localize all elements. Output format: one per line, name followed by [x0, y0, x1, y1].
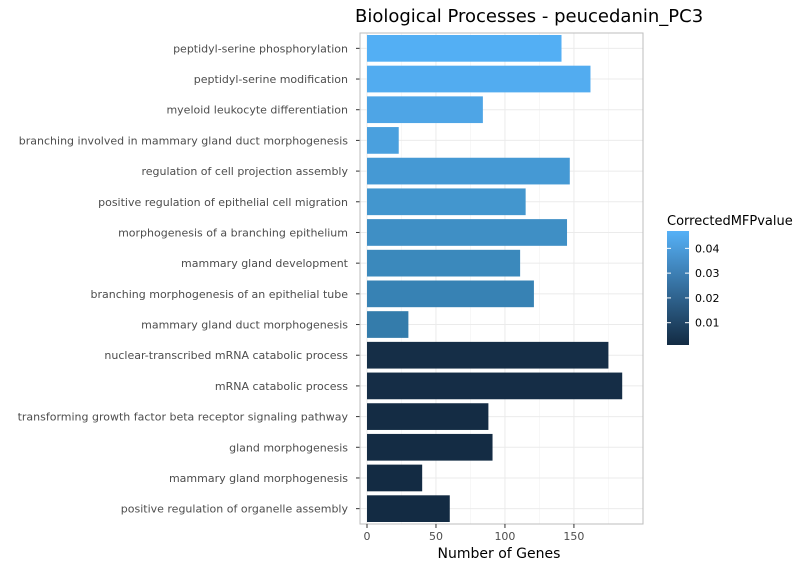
category-label: peptidyl-serine phosphorylation [173, 42, 348, 55]
category-label: mRNA catabolic process [215, 380, 348, 393]
category-label: mammary gland morphogenesis [169, 472, 348, 485]
category-label: nuclear-transcribed mRNA catabolic proce… [104, 349, 348, 362]
category-label: branching morphogenesis of an epithelial… [90, 288, 348, 301]
bar [367, 341, 609, 369]
x-tick-label: 50 [429, 530, 443, 543]
bar [367, 495, 450, 523]
category-label: regulation of cell projection assembly [141, 165, 348, 178]
bar [367, 311, 409, 338]
panel-border [359, 32, 644, 525]
legend-tick-label: 0.03 [695, 267, 720, 280]
bar [367, 464, 423, 492]
bar [367, 433, 493, 461]
x-tick-label: 0 [364, 530, 371, 543]
bar [367, 34, 562, 62]
x-axis-title: Number of Genes [438, 546, 561, 562]
legend-tick-label: 0.01 [695, 317, 720, 330]
category-label: mammary gland duct morphogenesis [141, 319, 348, 332]
legend-tick-label: 0.04 [695, 242, 720, 255]
legend-colorbar [667, 231, 689, 345]
bar [367, 65, 591, 93]
x-tick-label: 100 [494, 530, 515, 543]
category-label: morphogenesis of a branching epithelium [118, 226, 348, 239]
category-label: peptidyl-serine modification [194, 73, 348, 86]
bar [367, 219, 568, 246]
bar [367, 96, 483, 124]
bar [367, 157, 570, 185]
bar [367, 280, 534, 308]
category-label: gland morphogenesis [229, 441, 348, 454]
category-label: myeloid leukocyte differentiation [166, 104, 348, 117]
bar [367, 188, 526, 216]
legend-tick-label: 0.02 [695, 292, 720, 305]
category-label: positive regulation of organelle assembl… [121, 503, 349, 516]
color-legend: CorrectedMFPvalue 0.01 0.02 0.03 0.04 [667, 214, 793, 345]
category-label: mammary gland development [181, 257, 349, 270]
category-label: transforming growth factor beta receptor… [18, 411, 349, 424]
category-label: branching involved in mammary gland duct… [19, 134, 348, 147]
plot-panel: peptidyl-serine phosphorylation peptidyl-… [18, 32, 644, 543]
bar [367, 127, 399, 154]
bar [367, 249, 521, 277]
bar [367, 372, 623, 400]
legend-title: CorrectedMFPvalue [667, 214, 793, 229]
x-tick-label: 150 [563, 530, 584, 543]
category-label: positive regulation of epithelial cell m… [98, 196, 348, 209]
bar [367, 403, 489, 430]
chart-title: Biological Processes - peucedanin_PC3 [355, 6, 703, 27]
